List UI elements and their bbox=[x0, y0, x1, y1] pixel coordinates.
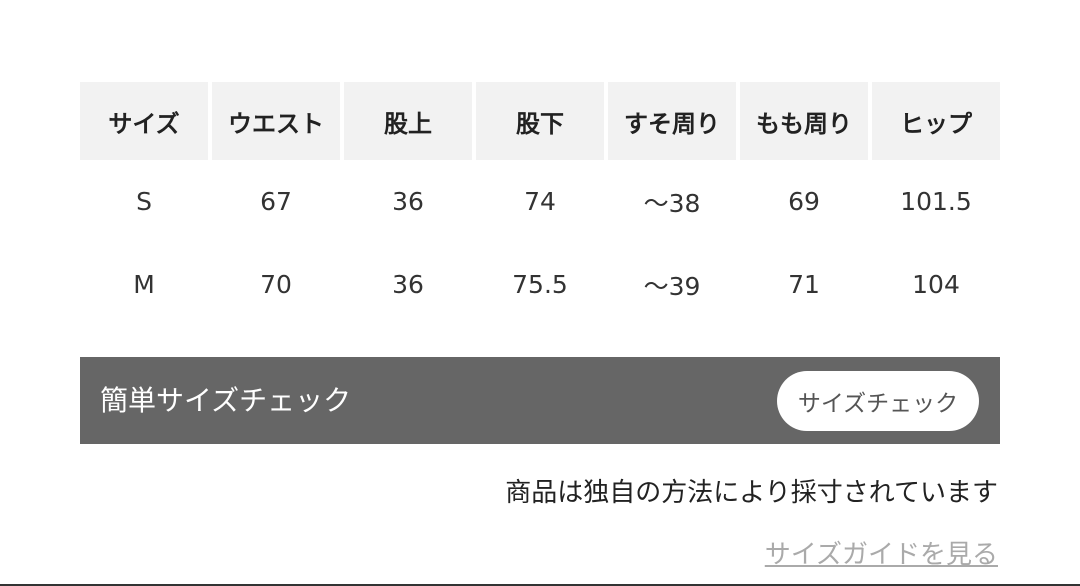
size-guide-link[interactable]: サイズガイドを見る bbox=[764, 540, 998, 570]
table-cell: S bbox=[136, 187, 152, 216]
table-cell: 101.5 bbox=[900, 187, 972, 216]
table-cell: 69 bbox=[788, 187, 820, 216]
measurement-note: 商品は独自の方法により採寸されています bbox=[505, 478, 998, 508]
header-cell: ウエスト bbox=[212, 82, 340, 160]
table-cell: 71 bbox=[788, 270, 820, 299]
table-cell: 104 bbox=[912, 270, 960, 299]
header-cell: サイズ bbox=[80, 82, 208, 160]
table-cell: 36 bbox=[392, 187, 424, 216]
size-table: サイズ ウエスト 股上 股下 すそ周り もも周り ヒップ S 67 36 74 〜38 69 101.5 M… bbox=[80, 82, 1000, 326]
table-cell: 67 bbox=[260, 187, 292, 216]
bottom-edge bbox=[0, 584, 1080, 586]
header-cell: 股下 bbox=[476, 82, 604, 160]
table-cell: 74 bbox=[524, 187, 556, 216]
header-cell: もも周り bbox=[740, 82, 868, 160]
table-cell: 70 bbox=[260, 270, 292, 299]
size-check-button[interactable]: サイズチェック bbox=[777, 371, 979, 431]
header-cell: 股上 bbox=[344, 82, 472, 160]
header-cell: ヒップ bbox=[872, 82, 1000, 160]
table-cell: 〜38 bbox=[643, 188, 701, 218]
header-cell: すそ周り bbox=[608, 82, 736, 160]
table-cell: 36 bbox=[392, 270, 424, 299]
table-cell: 75.5 bbox=[512, 270, 568, 299]
size-check-bar: 簡単サイズチェック サイズチェック bbox=[80, 357, 1000, 444]
table-cell: 〜39 bbox=[643, 271, 701, 301]
table-cell: M bbox=[133, 270, 155, 299]
size-check-label: 簡単サイズチェック bbox=[100, 384, 352, 417]
